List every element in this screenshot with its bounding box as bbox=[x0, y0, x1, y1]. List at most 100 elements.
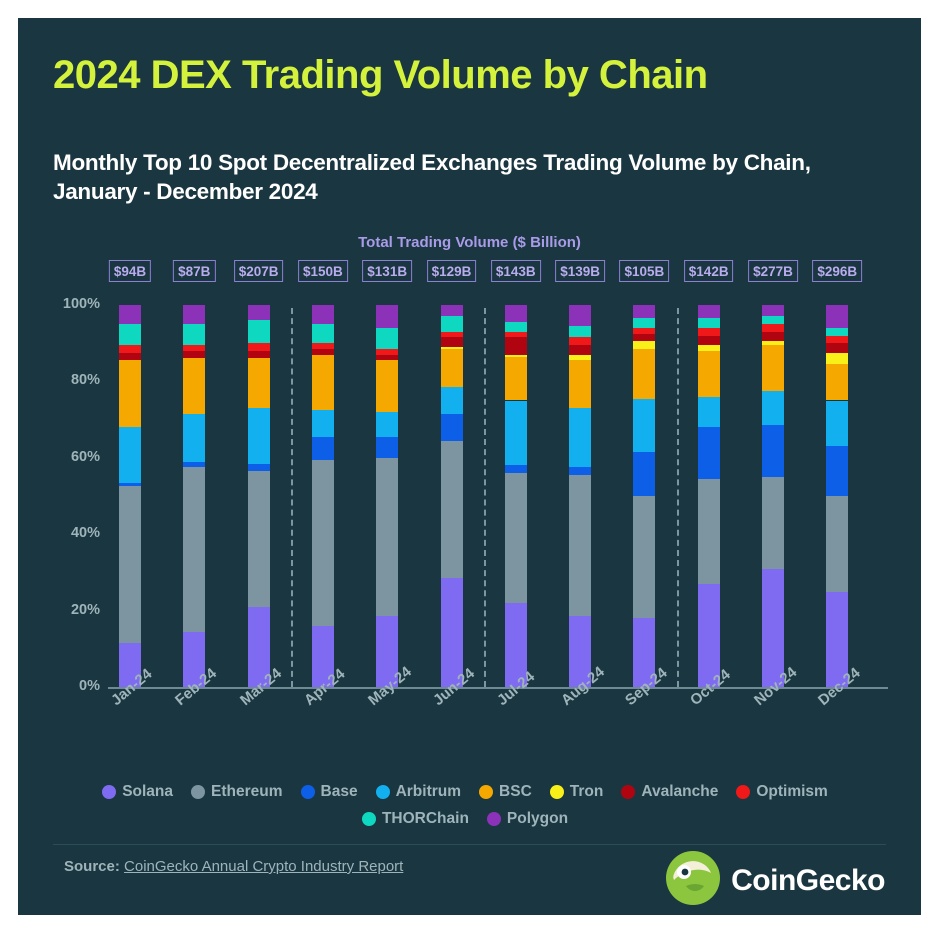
bar-segment-base[interactable] bbox=[247, 463, 270, 472]
bar-segment-arbitrum[interactable] bbox=[311, 410, 334, 437]
bar-segment-ethereum[interactable] bbox=[569, 474, 592, 617]
bar-segment-thorchain[interactable] bbox=[247, 320, 270, 344]
bar-segment-optimism[interactable] bbox=[762, 324, 784, 332]
bar-segment-avalanche[interactable] bbox=[633, 333, 656, 342]
bar-segment-ethereum[interactable] bbox=[376, 457, 399, 617]
bar-segment-thorchain[interactable] bbox=[376, 327, 399, 349]
legend-item[interactable]: Tron bbox=[549, 783, 603, 801]
bar-segment-solana[interactable] bbox=[311, 625, 334, 687]
bar-segment-bsc[interactable] bbox=[440, 348, 463, 388]
bar-segment-solana[interactable] bbox=[247, 606, 270, 687]
bar-segment-arbitrum[interactable] bbox=[633, 398, 656, 453]
bar-segment-polygon[interactable] bbox=[440, 305, 463, 317]
bar-segment-thorchain[interactable] bbox=[569, 326, 592, 338]
bar-segment-optimism[interactable] bbox=[440, 331, 463, 338]
bar-segment-base[interactable] bbox=[440, 413, 463, 441]
bar-segment-bsc[interactable] bbox=[247, 358, 270, 409]
bar-segment-ethereum[interactable] bbox=[183, 467, 206, 632]
legend-item[interactable]: Arbitrum bbox=[375, 783, 461, 801]
bar-segment-solana[interactable] bbox=[504, 602, 527, 687]
bar-segment-avalanche[interactable] bbox=[440, 337, 463, 348]
bar-segment-thorchain[interactable] bbox=[440, 316, 463, 332]
bar-segment-solana[interactable] bbox=[119, 643, 141, 687]
bar-segment-optimism[interactable] bbox=[697, 327, 720, 336]
bar-segment-solana[interactable] bbox=[183, 631, 206, 687]
bar-segment-polygon[interactable] bbox=[311, 305, 334, 325]
bar-column[interactable] bbox=[633, 18, 656, 915]
bar-segment-optimism[interactable] bbox=[569, 337, 592, 346]
bar-segment-arbitrum[interactable] bbox=[247, 408, 270, 464]
bar-column[interactable] bbox=[826, 18, 849, 915]
bar-segment-solana[interactable] bbox=[826, 591, 849, 687]
bar-segment-solana[interactable] bbox=[440, 578, 463, 687]
bar-column[interactable] bbox=[247, 18, 270, 915]
bar-segment-bsc[interactable] bbox=[376, 360, 399, 412]
bar-segment-arbitrum[interactable] bbox=[183, 413, 206, 462]
bar-segment-tron[interactable] bbox=[826, 352, 849, 365]
bar-column[interactable] bbox=[569, 18, 592, 915]
bar-segment-polygon[interactable] bbox=[183, 305, 206, 325]
bar-segment-tron[interactable] bbox=[697, 345, 720, 351]
bar-segment-optimism[interactable] bbox=[311, 343, 334, 349]
bar-segment-base[interactable] bbox=[311, 436, 334, 460]
bar-segment-bsc[interactable] bbox=[633, 348, 656, 399]
bar-segment-thorchain[interactable] bbox=[119, 324, 141, 346]
bar-segment-ethereum[interactable] bbox=[633, 496, 656, 619]
bar-segment-base[interactable] bbox=[504, 465, 527, 474]
source-link[interactable]: CoinGecko Annual Crypto Industry Report bbox=[124, 858, 404, 875]
bar-segment-bsc[interactable] bbox=[504, 356, 527, 401]
bar-segment-optimism[interactable] bbox=[183, 345, 206, 351]
bar-segment-optimism[interactable] bbox=[376, 348, 399, 355]
bar-segment-arbitrum[interactable] bbox=[504, 400, 527, 466]
bar-segment-avalanche[interactable] bbox=[762, 331, 784, 342]
bar-segment-bsc[interactable] bbox=[183, 358, 206, 414]
legend-item[interactable]: BSC bbox=[479, 783, 532, 801]
bar-segment-polygon[interactable] bbox=[633, 305, 656, 319]
bar-column[interactable] bbox=[762, 18, 784, 915]
bar-segment-polygon[interactable] bbox=[697, 305, 720, 319]
bar-segment-bsc[interactable] bbox=[311, 354, 334, 411]
bar-segment-solana[interactable] bbox=[762, 568, 784, 687]
bar-segment-polygon[interactable] bbox=[504, 305, 527, 323]
bar-segment-avalanche[interactable] bbox=[697, 335, 720, 346]
bar-segment-ethereum[interactable] bbox=[119, 486, 141, 644]
bar-segment-thorchain[interactable] bbox=[762, 316, 784, 325]
bar-segment-ethereum[interactable] bbox=[826, 496, 849, 592]
legend-item[interactable]: Ethereum bbox=[191, 783, 283, 801]
bar-segment-base[interactable] bbox=[183, 461, 206, 468]
bar-column[interactable] bbox=[376, 18, 399, 915]
bar-segment-bsc[interactable] bbox=[569, 360, 592, 409]
bar-segment-avalanche[interactable] bbox=[311, 348, 334, 355]
bar-segment-polygon[interactable] bbox=[762, 305, 784, 317]
bar-segment-polygon[interactable] bbox=[826, 305, 849, 328]
bar-segment-arbitrum[interactable] bbox=[440, 387, 463, 414]
bar-segment-solana[interactable] bbox=[697, 583, 720, 687]
legend-item[interactable]: Base bbox=[300, 783, 358, 801]
bar-segment-bsc[interactable] bbox=[119, 360, 141, 428]
bar-column[interactable] bbox=[311, 18, 334, 915]
bar-segment-bsc[interactable] bbox=[697, 350, 720, 397]
bar-segment-solana[interactable] bbox=[569, 616, 592, 687]
bar-segment-ethereum[interactable] bbox=[440, 440, 463, 579]
bar-segment-avalanche[interactable] bbox=[569, 345, 592, 355]
bar-column[interactable] bbox=[504, 18, 527, 915]
bar-segment-thorchain[interactable] bbox=[311, 324, 334, 344]
bar-segment-ethereum[interactable] bbox=[762, 476, 784, 569]
bar-segment-base[interactable] bbox=[119, 482, 141, 487]
bar-segment-optimism[interactable] bbox=[633, 327, 656, 334]
bar-segment-polygon[interactable] bbox=[569, 305, 592, 326]
bar-segment-tron[interactable] bbox=[569, 354, 592, 361]
bar-segment-arbitrum[interactable] bbox=[762, 390, 784, 426]
legend-item[interactable]: Solana bbox=[102, 783, 173, 801]
bar-column[interactable] bbox=[440, 18, 463, 915]
legend-item[interactable]: Polygon bbox=[486, 810, 568, 828]
bar-segment-base[interactable] bbox=[569, 467, 592, 475]
bar-segment-arbitrum[interactable] bbox=[569, 408, 592, 468]
bar-segment-thorchain[interactable] bbox=[697, 318, 720, 328]
bar-segment-avalanche[interactable] bbox=[504, 337, 527, 355]
bar-segment-ethereum[interactable] bbox=[697, 478, 720, 584]
bar-segment-bsc[interactable] bbox=[826, 364, 849, 401]
legend-item[interactable]: THORChain bbox=[361, 810, 469, 828]
bar-segment-ethereum[interactable] bbox=[247, 471, 270, 607]
bar-segment-arbitrum[interactable] bbox=[826, 400, 849, 447]
